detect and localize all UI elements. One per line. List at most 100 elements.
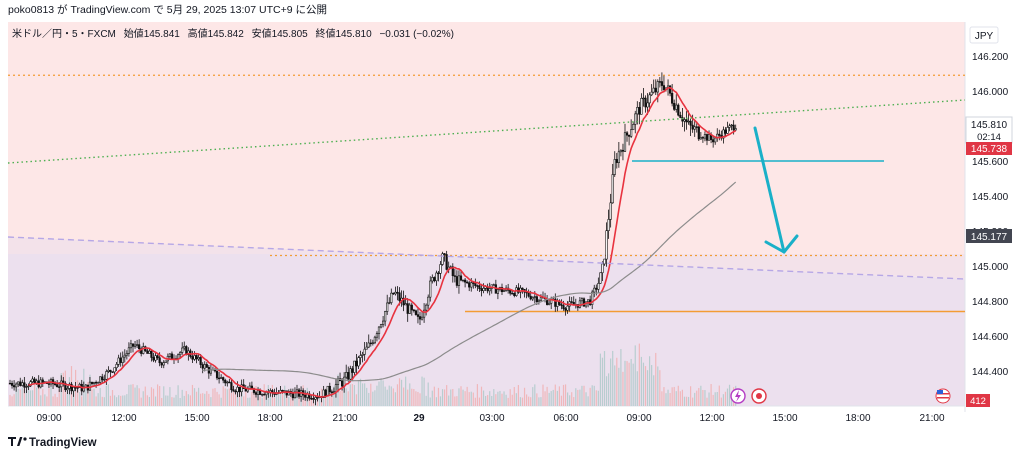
candle[interactable] xyxy=(630,129,633,137)
candle[interactable] xyxy=(107,369,110,372)
candle[interactable] xyxy=(92,381,96,384)
candle[interactable] xyxy=(205,364,208,368)
candle[interactable] xyxy=(652,87,655,93)
candle[interactable] xyxy=(427,296,430,306)
candle[interactable] xyxy=(718,133,721,136)
candle[interactable] xyxy=(632,124,635,131)
fast-moving-average[interactable] xyxy=(28,86,737,398)
candle[interactable] xyxy=(703,134,707,139)
candle[interactable] xyxy=(398,292,401,301)
candle[interactable] xyxy=(695,126,698,128)
candle[interactable] xyxy=(425,304,428,311)
candle[interactable] xyxy=(263,394,266,396)
candle[interactable] xyxy=(142,346,145,354)
candle[interactable] xyxy=(316,397,319,399)
candle[interactable] xyxy=(162,362,165,366)
candle[interactable] xyxy=(392,292,395,295)
candle[interactable] xyxy=(642,97,645,100)
candle[interactable] xyxy=(599,272,602,284)
candle[interactable] xyxy=(445,254,448,270)
candle[interactable] xyxy=(623,132,627,152)
candle[interactable] xyxy=(138,344,141,350)
candle[interactable] xyxy=(131,343,135,347)
candle[interactable] xyxy=(113,367,116,373)
slow-moving-average[interactable] xyxy=(202,181,737,382)
candle[interactable] xyxy=(326,385,329,397)
candle[interactable] xyxy=(482,288,485,292)
candle[interactable] xyxy=(685,119,688,123)
candle[interactable] xyxy=(429,280,432,298)
record-event-icon[interactable] xyxy=(751,388,767,404)
candle[interactable] xyxy=(609,202,612,220)
candle[interactable] xyxy=(148,350,151,354)
candle[interactable] xyxy=(168,353,172,357)
candle[interactable] xyxy=(560,304,563,306)
candle[interactable] xyxy=(513,293,516,296)
candle[interactable] xyxy=(35,380,38,384)
candle[interactable] xyxy=(404,303,407,306)
candle[interactable] xyxy=(531,297,534,300)
candle[interactable] xyxy=(324,389,327,397)
candle[interactable] xyxy=(580,298,584,302)
candle[interactable] xyxy=(359,355,362,358)
candle[interactable] xyxy=(408,304,411,314)
candle[interactable] xyxy=(361,354,364,356)
candle[interactable] xyxy=(33,378,36,384)
candle[interactable] xyxy=(593,287,596,293)
candle[interactable] xyxy=(310,398,313,400)
candle[interactable] xyxy=(353,360,356,373)
candle[interactable] xyxy=(582,298,586,307)
candle[interactable] xyxy=(123,354,126,358)
candle[interactable] xyxy=(562,305,565,309)
candle[interactable] xyxy=(728,125,731,128)
candle[interactable] xyxy=(480,288,483,292)
candle[interactable] xyxy=(554,298,557,307)
candle[interactable] xyxy=(451,266,454,277)
candle[interactable] xyxy=(90,381,94,384)
candle[interactable] xyxy=(117,357,120,365)
candle[interactable] xyxy=(420,316,424,320)
candle[interactable] xyxy=(177,354,180,359)
candle[interactable] xyxy=(724,129,727,134)
candle[interactable] xyxy=(570,301,573,303)
candle[interactable] xyxy=(441,253,444,265)
candle[interactable] xyxy=(64,382,67,391)
candle[interactable] xyxy=(627,134,631,137)
candle[interactable] xyxy=(88,381,92,391)
candle[interactable] xyxy=(203,364,206,369)
candle[interactable] xyxy=(351,368,354,373)
candle[interactable] xyxy=(312,398,315,400)
candle[interactable] xyxy=(345,372,348,378)
candle[interactable] xyxy=(701,137,704,139)
candle[interactable] xyxy=(634,113,637,125)
candle[interactable] xyxy=(455,276,459,286)
candle[interactable] xyxy=(615,159,618,163)
candle[interactable] xyxy=(111,371,114,373)
candle[interactable] xyxy=(332,391,336,394)
candle[interactable] xyxy=(379,324,383,328)
candle[interactable] xyxy=(95,381,98,384)
candle[interactable] xyxy=(191,356,194,360)
candle[interactable] xyxy=(97,382,100,384)
candle[interactable] xyxy=(597,283,600,290)
candle[interactable] xyxy=(74,387,77,389)
candle[interactable] xyxy=(730,124,733,127)
candle[interactable] xyxy=(254,392,258,395)
candle[interactable] xyxy=(591,291,594,305)
candle[interactable] xyxy=(535,296,538,302)
candle[interactable] xyxy=(232,389,235,392)
candle[interactable] xyxy=(693,126,696,130)
candle[interactable] xyxy=(314,397,317,400)
candle[interactable] xyxy=(636,107,639,115)
candle[interactable] xyxy=(281,389,284,392)
candle[interactable] xyxy=(613,159,616,175)
candle[interactable] xyxy=(164,360,167,363)
candle[interactable] xyxy=(21,382,24,386)
candle[interactable] xyxy=(638,107,641,115)
candle[interactable] xyxy=(476,285,479,287)
candle[interactable] xyxy=(384,311,387,322)
candle[interactable] xyxy=(394,291,397,295)
candle[interactable] xyxy=(150,350,153,358)
candle[interactable] xyxy=(671,92,674,104)
